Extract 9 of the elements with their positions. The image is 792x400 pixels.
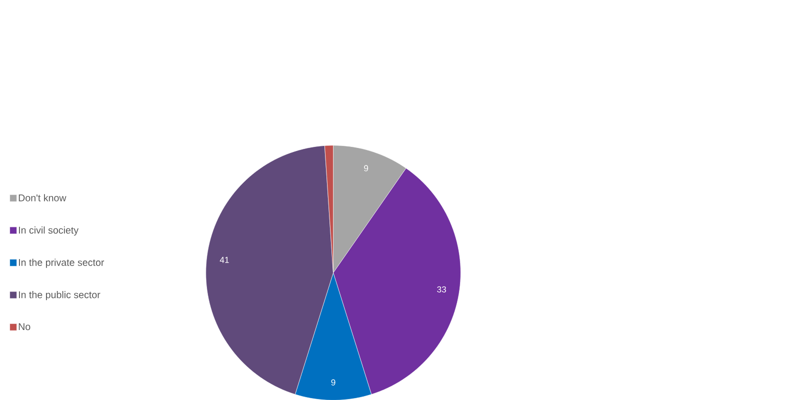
data-label: 33 [437, 286, 446, 292]
legend-label: In civil society [18, 226, 79, 236]
legend-label: In the private sector [18, 258, 104, 268]
legend-label: Don't know [18, 194, 66, 202]
data-label: 41 [220, 256, 229, 263]
data-label: 9 [364, 164, 368, 172]
data-label: 9 [331, 379, 336, 386]
legend-label: In the public sector [18, 290, 100, 300]
legend-label: No [18, 323, 30, 330]
